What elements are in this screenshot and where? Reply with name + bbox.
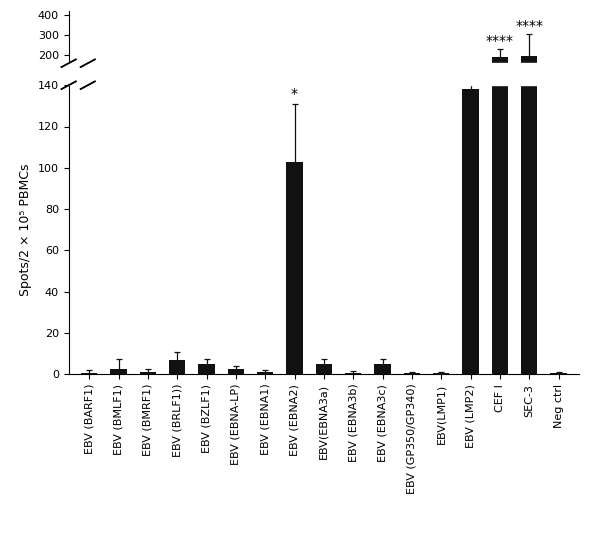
Bar — [550, 373, 567, 374]
Bar — [463, 68, 479, 95]
Bar — [257, 372, 273, 374]
Bar — [521, 56, 537, 95]
Bar — [463, 89, 479, 374]
Bar — [521, 0, 537, 374]
Bar — [140, 372, 156, 374]
Bar — [492, 57, 508, 95]
Bar — [492, 0, 508, 374]
Text: *: * — [291, 87, 298, 101]
Bar — [198, 364, 214, 374]
Bar — [169, 94, 185, 95]
Text: ****: **** — [515, 19, 543, 33]
Bar — [228, 369, 244, 374]
Bar — [110, 369, 127, 374]
Bar — [316, 364, 332, 374]
Bar — [374, 364, 390, 374]
Bar — [169, 360, 185, 374]
Bar — [433, 373, 450, 374]
Bar — [404, 373, 420, 374]
Bar — [287, 162, 303, 374]
Bar — [81, 373, 97, 374]
Bar — [287, 75, 303, 95]
Bar — [345, 373, 361, 374]
Y-axis label: Spots/2 × 10⁵ PBMCs: Spots/2 × 10⁵ PBMCs — [19, 163, 32, 296]
Text: ****: **** — [486, 34, 514, 48]
